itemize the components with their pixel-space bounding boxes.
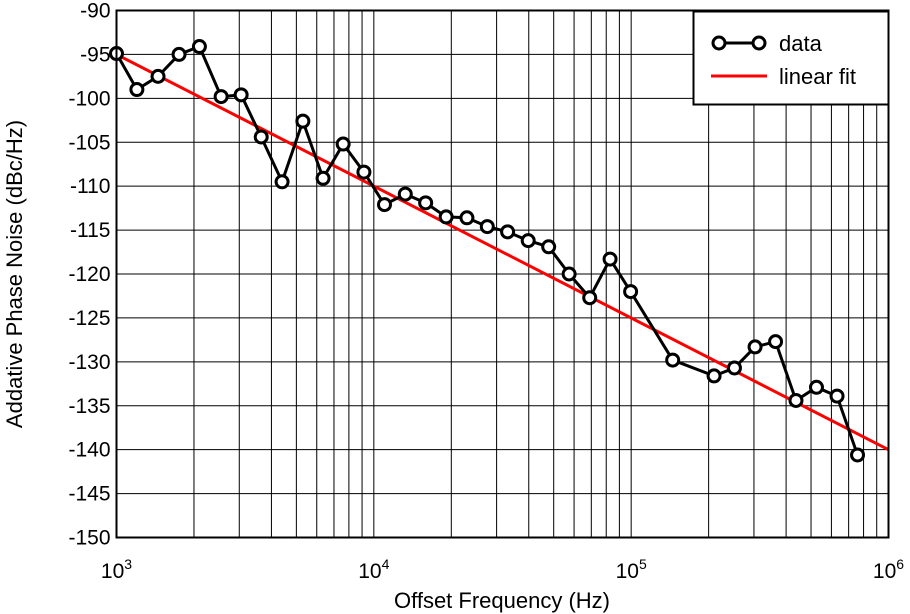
- legend: data linear fit: [692, 10, 890, 106]
- plot-frame: [115, 9, 890, 539]
- y-tick-label: -150: [68, 527, 110, 550]
- data-point: [479, 219, 495, 235]
- data-point: [747, 339, 763, 355]
- data-point: [582, 290, 598, 306]
- linear-fit-line: [115, 53, 890, 452]
- y-tick-label: -120: [68, 263, 110, 286]
- x-tick-label: 103: [101, 556, 132, 583]
- x-axis-title: Offset Frequency (Hz): [394, 588, 610, 613]
- data-point: [788, 392, 804, 408]
- y-tick-label: -100: [68, 87, 110, 110]
- y-tick-label: -130: [68, 351, 110, 374]
- data-point: [191, 39, 207, 55]
- data-point: [150, 68, 166, 84]
- data-point: [295, 113, 311, 129]
- y-tick-label: -140: [68, 439, 110, 462]
- data-point: [315, 170, 331, 186]
- x-tick-label: 106: [873, 556, 904, 583]
- data-point: [850, 447, 866, 463]
- data-line: [115, 45, 859, 456]
- data-point: [233, 87, 249, 103]
- y-tick-label: -115: [70, 219, 110, 242]
- y-axis-title: Addative Phase Noise (dBc/Hz): [2, 120, 27, 428]
- y-tick-label: -110: [70, 175, 110, 198]
- y-tick-label: -135: [68, 395, 110, 418]
- data-point: [829, 388, 845, 404]
- y-tick-label: -105: [68, 131, 110, 154]
- data-point: [376, 197, 392, 213]
- data-point: [561, 266, 577, 282]
- data-point: [541, 239, 557, 255]
- legend-data-marker-left: [711, 35, 727, 51]
- legend-fit-label: linear fit: [779, 64, 856, 89]
- y-tick-labels: -90 -95 -100 -105 -110 -115 -120 -125 -130 -135 -1…: [68, 0, 110, 550]
- data-point: [171, 46, 187, 62]
- legend-data-label: data: [779, 31, 823, 56]
- data-point: [520, 233, 536, 249]
- x-tick-label: 105: [616, 556, 647, 583]
- y-tick-label: -90: [80, 0, 110, 23]
- data-point: [459, 210, 475, 226]
- data-point: [623, 284, 639, 300]
- y-tick-label: -95: [80, 43, 110, 66]
- x-tick-labels: 103 104 105 106: [101, 556, 904, 583]
- data-point: [768, 334, 784, 350]
- data-point: [253, 129, 269, 145]
- data-point: [602, 251, 618, 267]
- x-tick-label: 104: [358, 556, 389, 583]
- data-point: [335, 136, 351, 152]
- legend-box: [692, 10, 890, 106]
- data-point: [213, 89, 229, 105]
- data-point: [706, 368, 722, 384]
- data-point: [397, 186, 413, 202]
- y-tick-label: -145: [68, 483, 110, 506]
- data-point: [438, 209, 454, 225]
- data-point: [726, 360, 742, 376]
- data-point: [418, 195, 434, 211]
- series-layer: [109, 39, 890, 463]
- data-point: [665, 352, 681, 368]
- data-point: [129, 82, 145, 98]
- data-point: [274, 174, 290, 190]
- y-tick-label: -125: [68, 307, 110, 330]
- data-point: [356, 164, 372, 180]
- data-point: [808, 379, 824, 395]
- data-point: [500, 224, 516, 240]
- legend-data-marker-right: [751, 35, 767, 51]
